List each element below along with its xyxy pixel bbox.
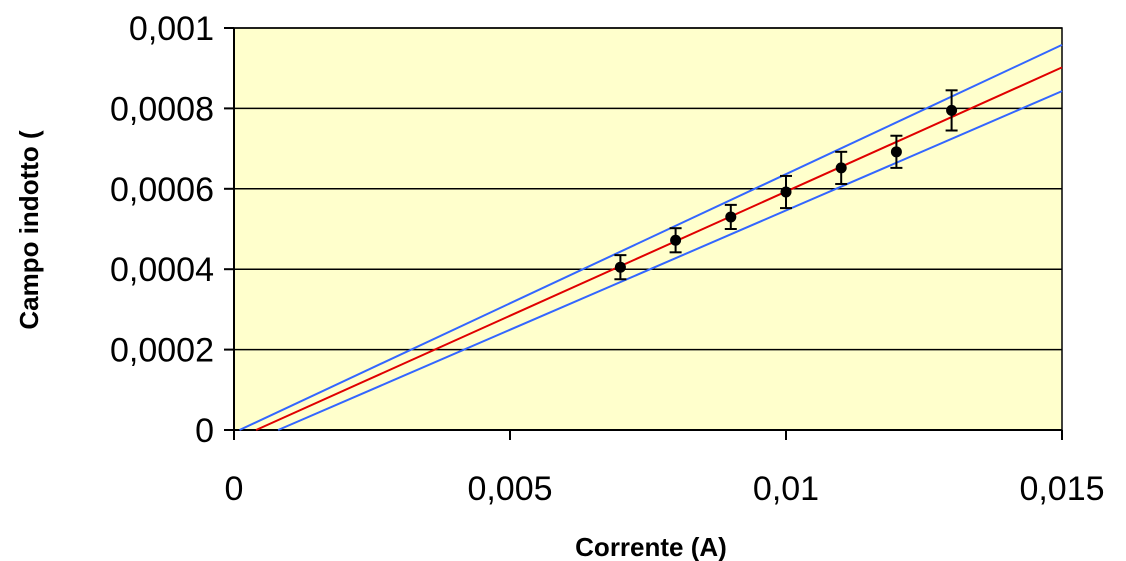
y-tick-label-1: 0,0002 [110, 332, 214, 370]
y-tick-label-3: 0,0006 [110, 171, 214, 209]
data-point-2 [725, 211, 737, 223]
data-point-5 [890, 146, 902, 158]
upper-bound-line [239, 43, 1063, 431]
series-lines [239, 43, 1063, 431]
y-axis-title: Campo indotto ( [14, 130, 44, 330]
data-point-3 [780, 186, 792, 198]
x-tick-label-2: 0,01 [753, 470, 819, 508]
lower-bound-line [277, 90, 1063, 431]
x-tick-label-1: 0,005 [467, 470, 552, 508]
data-points [614, 89, 958, 281]
y-tick-label-0: 0 [195, 412, 214, 450]
x-tick-label-3: 0,015 [1019, 470, 1104, 508]
axes [224, 27, 1063, 440]
tick-labels: 0 0,005 0,01 0,015 0 0,0002 0,0004 0,0006 0,0008… [110, 10, 1105, 508]
fit-line [255, 66, 1063, 431]
data-point-6 [946, 104, 958, 116]
x-tick-label-0: 0 [225, 470, 244, 508]
y-tick-label-5: 0,001 [129, 10, 214, 48]
data-point-0 [614, 261, 626, 273]
x-axis-title: Corrente (A) [575, 532, 727, 561]
data-point-4 [835, 162, 847, 174]
data-point-1 [670, 234, 682, 246]
y-tick-label-2: 0,0004 [110, 251, 214, 289]
y-tick-label-4: 0,0008 [110, 90, 214, 128]
plot-area [233, 27, 1063, 431]
